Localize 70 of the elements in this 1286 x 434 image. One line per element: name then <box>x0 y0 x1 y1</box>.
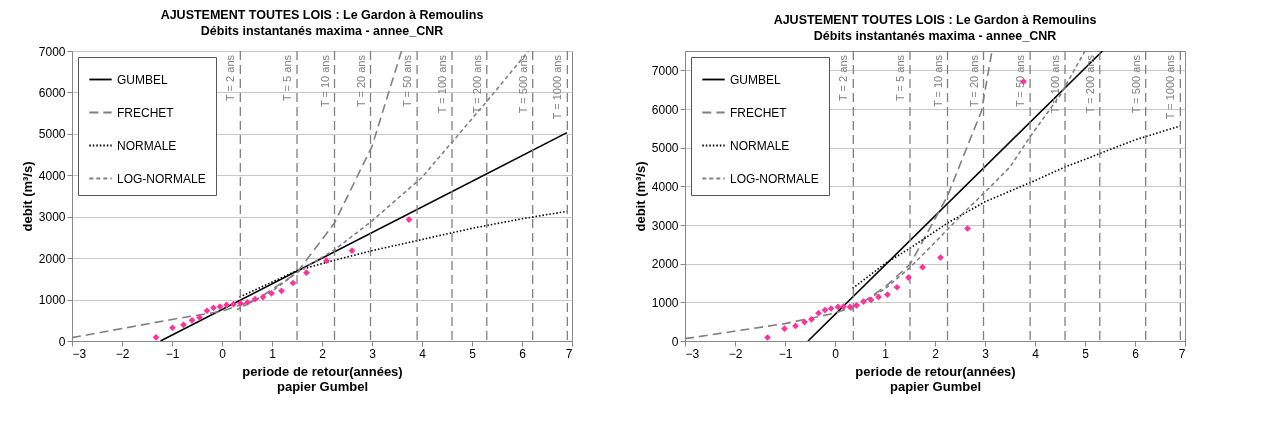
x-tick-label: −3 <box>685 346 700 361</box>
x-tick-label: 5 <box>469 346 477 361</box>
legend-label: GUMBEL <box>117 72 168 87</box>
y-tick-label: 6000 <box>651 102 679 117</box>
x-tick-label: 1 <box>269 346 277 361</box>
y-tick-label: 7000 <box>38 44 66 59</box>
x-tick-label: −1 <box>165 346 180 361</box>
x-tick-label: 7 <box>1178 346 1186 361</box>
x-tick-label: 3 <box>982 346 990 361</box>
annotation: T = 50 ans <box>401 54 414 108</box>
x-tick-label: 0 <box>219 346 227 361</box>
annotation: T = 2 ans <box>224 54 237 101</box>
x-tick-label: 4 <box>419 346 427 361</box>
legend-label: LOG-NORMALE <box>117 171 206 186</box>
x-tick-label: 4 <box>1032 346 1040 361</box>
annotation: T = 1000 ans <box>1164 54 1177 120</box>
y-tick-label: 4000 <box>651 179 679 194</box>
x-tick-label: −2 <box>728 346 743 361</box>
annotation: T = 5 ans <box>893 54 906 101</box>
legend-label: NORMALE <box>730 138 790 153</box>
x-tick-label: −2 <box>115 346 130 361</box>
x-tick-label: 2 <box>319 346 327 361</box>
x-tick-label: −3 <box>72 346 87 361</box>
chart-subtitle: Débits instantanés maxima - annee_CNR <box>813 28 1057 43</box>
chart-title: AJUSTEMENT TOUTES LOIS : Le Gardon à Remoulins <box>160 8 484 22</box>
legend-label: LOG-NORMALE <box>730 171 819 186</box>
y-tick-label: 3000 <box>651 218 679 233</box>
x-tick-label: 7 <box>565 346 573 361</box>
y-tick-label: 5000 <box>651 141 679 156</box>
legend-label: FRECHET <box>730 105 788 120</box>
annotation: T = 20 ans <box>354 54 367 108</box>
annotation: T = 100 ans <box>436 54 449 114</box>
x-tick-label: 3 <box>369 346 377 361</box>
annotation: T = 10 ans <box>318 54 331 108</box>
x-tick-label: 6 <box>519 346 527 361</box>
x-tick-label: 1 <box>882 346 890 361</box>
annotation: T = 200 ans <box>470 54 483 114</box>
annotation: T = 500 ans <box>516 54 529 114</box>
y-tick-label: 7000 <box>651 63 679 78</box>
x-tick-label: 5 <box>1082 346 1090 361</box>
x-tick-label: 2 <box>932 346 940 361</box>
y-tick-label: 1000 <box>651 295 679 310</box>
annotation: T = 1000 ans <box>551 54 564 120</box>
legend-label: NORMALE <box>117 138 177 153</box>
x-axis-title: periode de retour(années) papier Gumbel <box>855 363 1016 394</box>
annotation: T = 5 ans <box>280 54 293 101</box>
chart-subtitle: Débits instantanés maxima - annee_CNR <box>200 23 444 38</box>
y-tick-label: 2000 <box>38 251 66 266</box>
legend-label: FRECHET <box>117 105 175 120</box>
y-tick-label: 0 <box>671 334 679 349</box>
x-tick-label: 0 <box>832 346 840 361</box>
annotation: T = 200 ans <box>1083 54 1096 114</box>
y-tick-label: 1000 <box>38 293 66 308</box>
annotation: T = 500 ans <box>1129 54 1142 114</box>
y-tick-label: 6000 <box>38 85 66 100</box>
chart-title: AJUSTEMENT TOUTES LOIS : Le Gardon à Remoulins <box>773 13 1097 28</box>
annotation: T = 20 ans <box>967 54 980 108</box>
y-tick-label: 4000 <box>38 168 66 183</box>
y-axis-title: debit (m³/s) <box>19 161 35 232</box>
y-axis-title: debit (m³/s) <box>632 161 648 232</box>
y-tick-label: 2000 <box>651 257 679 272</box>
legend-label: GUMBEL <box>730 72 781 87</box>
y-tick-label: 0 <box>58 334 66 349</box>
x-tick-label: 6 <box>1132 346 1140 361</box>
annotation: T = 10 ans <box>931 54 944 108</box>
y-tick-label: 3000 <box>38 210 66 225</box>
annotation: T = 2 ans <box>837 54 850 101</box>
x-tick-label: −1 <box>778 346 793 361</box>
y-tick-label: 5000 <box>38 127 66 142</box>
x-axis-title: periode de retour(années) papier Gumbel <box>242 363 403 394</box>
